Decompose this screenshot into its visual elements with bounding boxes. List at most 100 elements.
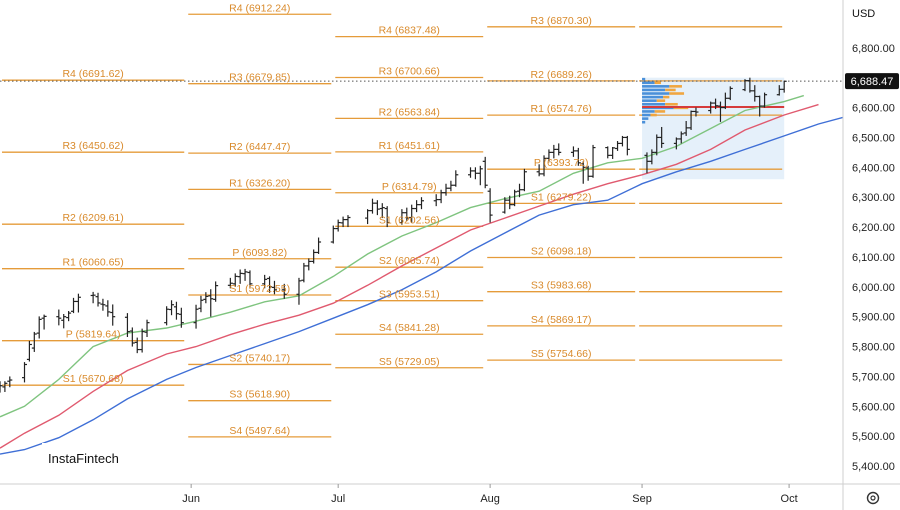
pivot-label-r3: R3 (6870.30) — [531, 15, 592, 27]
pivot-label-r1: R1 (6326.20) — [229, 177, 290, 189]
pivot-label-s1: S1 (6279.22) — [531, 191, 592, 203]
volume-bin-sell — [650, 113, 657, 117]
ohlc-bar — [683, 121, 689, 136]
ohlc-bar — [0, 381, 3, 393]
y-tick-label: 5,500.00 — [852, 431, 895, 443]
ohlc-bar — [203, 292, 209, 304]
ohlc-bar — [575, 147, 581, 166]
ohlc-bar — [678, 131, 684, 144]
ohlc-bar — [482, 156, 488, 189]
volume-bin-buy — [642, 77, 646, 81]
ohlc-bar — [727, 86, 733, 101]
volume-bin-sell — [665, 102, 678, 106]
ohlc-bar — [752, 85, 758, 102]
pivot-label-s5: S5 (5729.05) — [379, 356, 440, 368]
y-tick-label: 5,600.00 — [852, 401, 895, 413]
volume-bin-buy — [642, 88, 666, 92]
pivot-label-s3: S3 (5983.68) — [531, 280, 592, 292]
pivot-label-s1: S1 (5972.55) — [229, 283, 290, 295]
currency-selector[interactable]: USD — [846, 3, 898, 24]
ohlc-bar — [365, 209, 371, 225]
ohlc-bar — [178, 307, 184, 328]
y-tick-label: 5,900.00 — [852, 312, 895, 324]
pivot-label-p: P (6314.79) — [382, 181, 437, 193]
ohlc-bar — [66, 311, 72, 322]
volume-bin-buy — [642, 81, 655, 85]
ohlc-bar — [546, 149, 552, 162]
pivot-label-s3: S3 (5618.90) — [229, 389, 290, 401]
ohlc-bar — [227, 277, 233, 289]
ohlc-bar — [443, 183, 449, 196]
ohlc-bar — [198, 295, 204, 313]
ohlc-bar — [124, 313, 130, 338]
ohlc-bar — [472, 167, 478, 180]
ohlc-bar — [208, 289, 214, 317]
ohlc-bar — [624, 135, 630, 156]
ohlc-bar — [379, 203, 385, 219]
ohlc-bar — [26, 340, 32, 362]
ohlc-bar — [619, 135, 625, 147]
ohlc-bar — [693, 107, 699, 117]
volume-bin-sell — [663, 95, 670, 99]
ohlc-bar — [71, 297, 77, 314]
pivot-label-p: P (5819.64) — [66, 329, 121, 341]
ohlc-bar — [110, 304, 116, 326]
pivot-label-s2: S2 (6065.74) — [379, 255, 440, 267]
y-axis-ticks: 6,800.006,700.006,600.006,500.006,400.00… — [852, 43, 895, 473]
ohlc-bar — [468, 167, 474, 178]
x-tick-label: Jun — [182, 493, 200, 505]
ohlc-bar — [316, 237, 322, 254]
ohlc-bar — [570, 146, 576, 157]
ohlc-bar — [61, 314, 67, 329]
ohlc-bar — [169, 300, 175, 316]
ohlc-bar — [139, 328, 145, 353]
ohlc-bar — [512, 189, 518, 207]
pivot-levels — [2, 13, 783, 438]
ohlc-bar — [237, 269, 243, 284]
ohlc-bar — [345, 215, 351, 228]
ohlc-bar — [306, 258, 312, 271]
pivot-label-r1: R1 (6574.76) — [531, 103, 592, 115]
pivot-label-p: P (6393.72) — [534, 157, 589, 169]
pivot-label-r4: R4 (6837.48) — [379, 25, 440, 37]
pivot-label-s4: S4 (5497.64) — [229, 425, 290, 437]
moving-average-blue — [0, 116, 843, 455]
ohlc-bar — [129, 327, 135, 347]
pivot-label-p: P (6093.82) — [232, 247, 287, 259]
volume-bin-sell — [665, 88, 676, 92]
gear-icon[interactable] — [866, 491, 880, 505]
ohlc-bar — [369, 198, 375, 214]
ohlc-bar — [213, 281, 219, 302]
pivot-label-s1: S1 (5670.68) — [63, 373, 124, 385]
ohlc-bar — [477, 165, 483, 186]
currency-label[interactable]: USD — [852, 8, 875, 20]
y-tick-label: 5,800.00 — [852, 342, 895, 354]
volume-bin-buy — [642, 110, 655, 113]
ohlc-bar — [615, 141, 621, 151]
gear-icon-hub[interactable] — [870, 495, 876, 501]
y-tick-label: 6,500.00 — [852, 132, 895, 144]
current-price-badge-bg — [845, 73, 899, 90]
ohlc-bar — [717, 101, 723, 122]
currency-selector-bg[interactable] — [846, 3, 898, 24]
volume-bin-buy — [642, 120, 646, 124]
ohlc-bar — [605, 146, 611, 159]
pivot-label-s1: S1 (6202.56) — [379, 214, 440, 226]
volume-bin-sell — [654, 110, 666, 113]
pivot-label-r3: R3 (6450.62) — [62, 140, 123, 152]
ohlc-bar — [673, 137, 679, 150]
ohlc-bar — [267, 276, 273, 293]
volume-bin-buy — [642, 85, 670, 88]
ohlc-bar — [487, 188, 493, 223]
gear-icon-ring[interactable] — [866, 491, 880, 505]
volume-bin-sell — [656, 99, 666, 102]
volume-bin-sell — [654, 81, 661, 85]
watermark-logo: InstaFintech — [48, 451, 119, 466]
ohlc-bar — [722, 92, 728, 110]
watermark-background — [42, 443, 138, 467]
ohlc-bar — [688, 110, 694, 130]
volume-bin-buy — [642, 99, 657, 102]
pivot-label-r2: R2 (6563.84) — [379, 106, 440, 118]
pivot-label-s4: S4 (5841.28) — [379, 322, 440, 334]
